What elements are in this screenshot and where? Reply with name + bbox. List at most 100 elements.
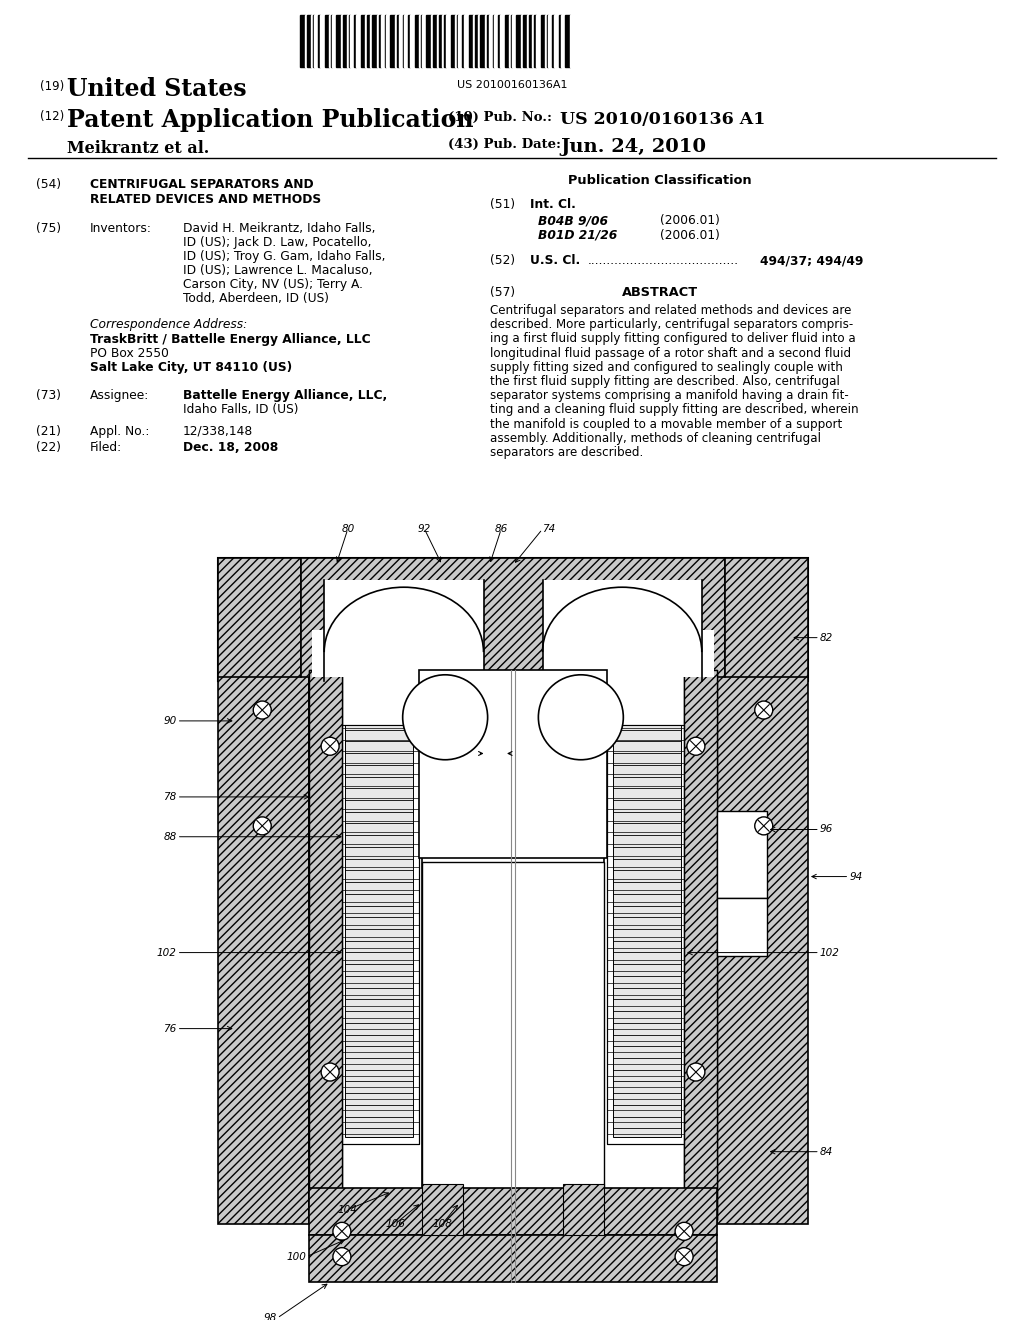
Bar (495, 15, 498, 67)
Circle shape (539, 675, 624, 760)
Text: ID (US); Jack D. Law, Pocatello,: ID (US); Jack D. Law, Pocatello, (183, 236, 372, 249)
Bar (218, 558, 301, 677)
Bar (404, 15, 408, 67)
Text: (51): (51) (490, 198, 515, 211)
Bar (431, 15, 433, 67)
Bar (347, 15, 348, 67)
Text: Assignee:: Assignee: (90, 389, 150, 403)
Bar (372, 15, 378, 67)
Bar (312, 631, 372, 677)
Bar (607, 725, 684, 1144)
Text: Inventors:: Inventors: (90, 222, 152, 235)
Text: US 2010/0160136 A1: US 2010/0160136 A1 (560, 111, 765, 128)
Circle shape (755, 817, 773, 834)
Bar (493, 15, 495, 67)
Bar (528, 15, 532, 67)
Text: Jun. 24, 2010: Jun. 24, 2010 (560, 139, 706, 156)
Text: ing a first fluid supply fitting configured to deliver fluid into a: ing a first fluid supply fitting configu… (490, 333, 856, 346)
Bar (570, 15, 571, 67)
Bar (725, 558, 808, 677)
Bar (365, 15, 367, 67)
Text: 94: 94 (849, 871, 862, 882)
Bar (309, 1236, 717, 1282)
Bar (459, 15, 462, 67)
Circle shape (687, 738, 705, 755)
Bar (509, 15, 511, 67)
Circle shape (402, 675, 487, 760)
Text: Patent Application Publication: Patent Application Publication (67, 108, 473, 132)
Bar (361, 15, 365, 67)
Text: supply fitting sized and configured to sealingly couple with: supply fitting sized and configured to s… (490, 360, 843, 374)
Text: Publication Classification: Publication Classification (568, 174, 752, 187)
Bar (500, 15, 505, 67)
Bar (559, 15, 561, 67)
Bar (607, 725, 684, 1144)
Bar (408, 15, 410, 67)
Text: Centrifugal separators and related methods and devices are: Centrifugal separators and related metho… (490, 304, 851, 317)
Text: (2006.01): (2006.01) (660, 214, 720, 227)
Text: 82: 82 (820, 632, 834, 643)
Bar (311, 15, 312, 67)
Text: assembly. Additionally, methods of cleaning centrifugal: assembly. Additionally, methods of clean… (490, 432, 821, 445)
Bar (445, 15, 452, 67)
Text: TraskBritt / Battelle Energy Alliance, LLC: TraskBritt / Battelle Energy Alliance, L… (90, 333, 371, 346)
Bar (307, 15, 311, 67)
Text: ID (US); Lawrence L. Macaluso,: ID (US); Lawrence L. Macaluso, (183, 264, 373, 277)
Text: 86: 86 (495, 524, 508, 535)
Bar (343, 15, 347, 67)
Bar (218, 673, 309, 1224)
Bar (543, 579, 701, 681)
Bar (485, 15, 487, 67)
Text: .......................................: ....................................... (588, 253, 739, 267)
Circle shape (253, 701, 271, 719)
Bar (410, 15, 415, 67)
Bar (534, 15, 536, 67)
Text: 106: 106 (385, 1220, 404, 1229)
Text: Salt Lake City, UT 84110 (US): Salt Lake City, UT 84110 (US) (90, 360, 292, 374)
Text: 98: 98 (264, 1313, 278, 1320)
Bar (422, 862, 604, 1257)
Bar (462, 15, 464, 67)
Bar (552, 15, 554, 67)
Text: (19): (19) (40, 81, 65, 92)
Text: (57): (57) (490, 286, 515, 300)
Bar (371, 15, 372, 67)
Bar (684, 671, 717, 1221)
Bar (378, 15, 379, 67)
Text: the manifold is coupled to a movable member of a support: the manifold is coupled to a movable mem… (490, 417, 843, 430)
Bar (542, 15, 545, 67)
Bar (325, 579, 483, 681)
Bar (333, 15, 336, 67)
Bar (326, 15, 329, 67)
Text: separators are described.: separators are described. (490, 446, 643, 459)
Bar (305, 15, 307, 67)
Text: ID (US); Troy G. Gam, Idaho Falls,: ID (US); Troy G. Gam, Idaho Falls, (183, 249, 385, 263)
Bar (717, 899, 767, 956)
Bar (478, 15, 480, 67)
Text: separator systems comprising a manifold having a drain fit-: separator systems comprising a manifold … (490, 389, 849, 403)
Text: (75): (75) (36, 222, 61, 235)
Text: Carson City, NV (US); Terry A.: Carson City, NV (US); Terry A. (183, 279, 362, 290)
Bar (473, 15, 474, 67)
Bar (563, 1184, 604, 1236)
Bar (329, 15, 331, 67)
Bar (399, 15, 402, 67)
Bar (309, 671, 342, 1221)
Bar (547, 15, 549, 67)
Text: ABSTRACT: ABSTRACT (622, 286, 698, 300)
Bar (381, 15, 385, 67)
Bar (457, 15, 459, 67)
Circle shape (333, 1222, 351, 1241)
Bar (419, 671, 607, 858)
Bar (319, 15, 326, 67)
Bar (717, 812, 767, 899)
Text: 78: 78 (164, 792, 177, 803)
Text: 100: 100 (287, 1251, 306, 1262)
Text: described. More particularly, centrifugal separators compris-: described. More particularly, centrifuga… (490, 318, 853, 331)
Circle shape (675, 1222, 693, 1241)
Bar (452, 15, 455, 67)
Text: (21): (21) (36, 425, 61, 438)
Text: Meikrantz et al.: Meikrantz et al. (67, 140, 209, 157)
Bar (342, 725, 419, 1144)
Text: 494/37; 494/49: 494/37; 494/49 (760, 253, 863, 267)
